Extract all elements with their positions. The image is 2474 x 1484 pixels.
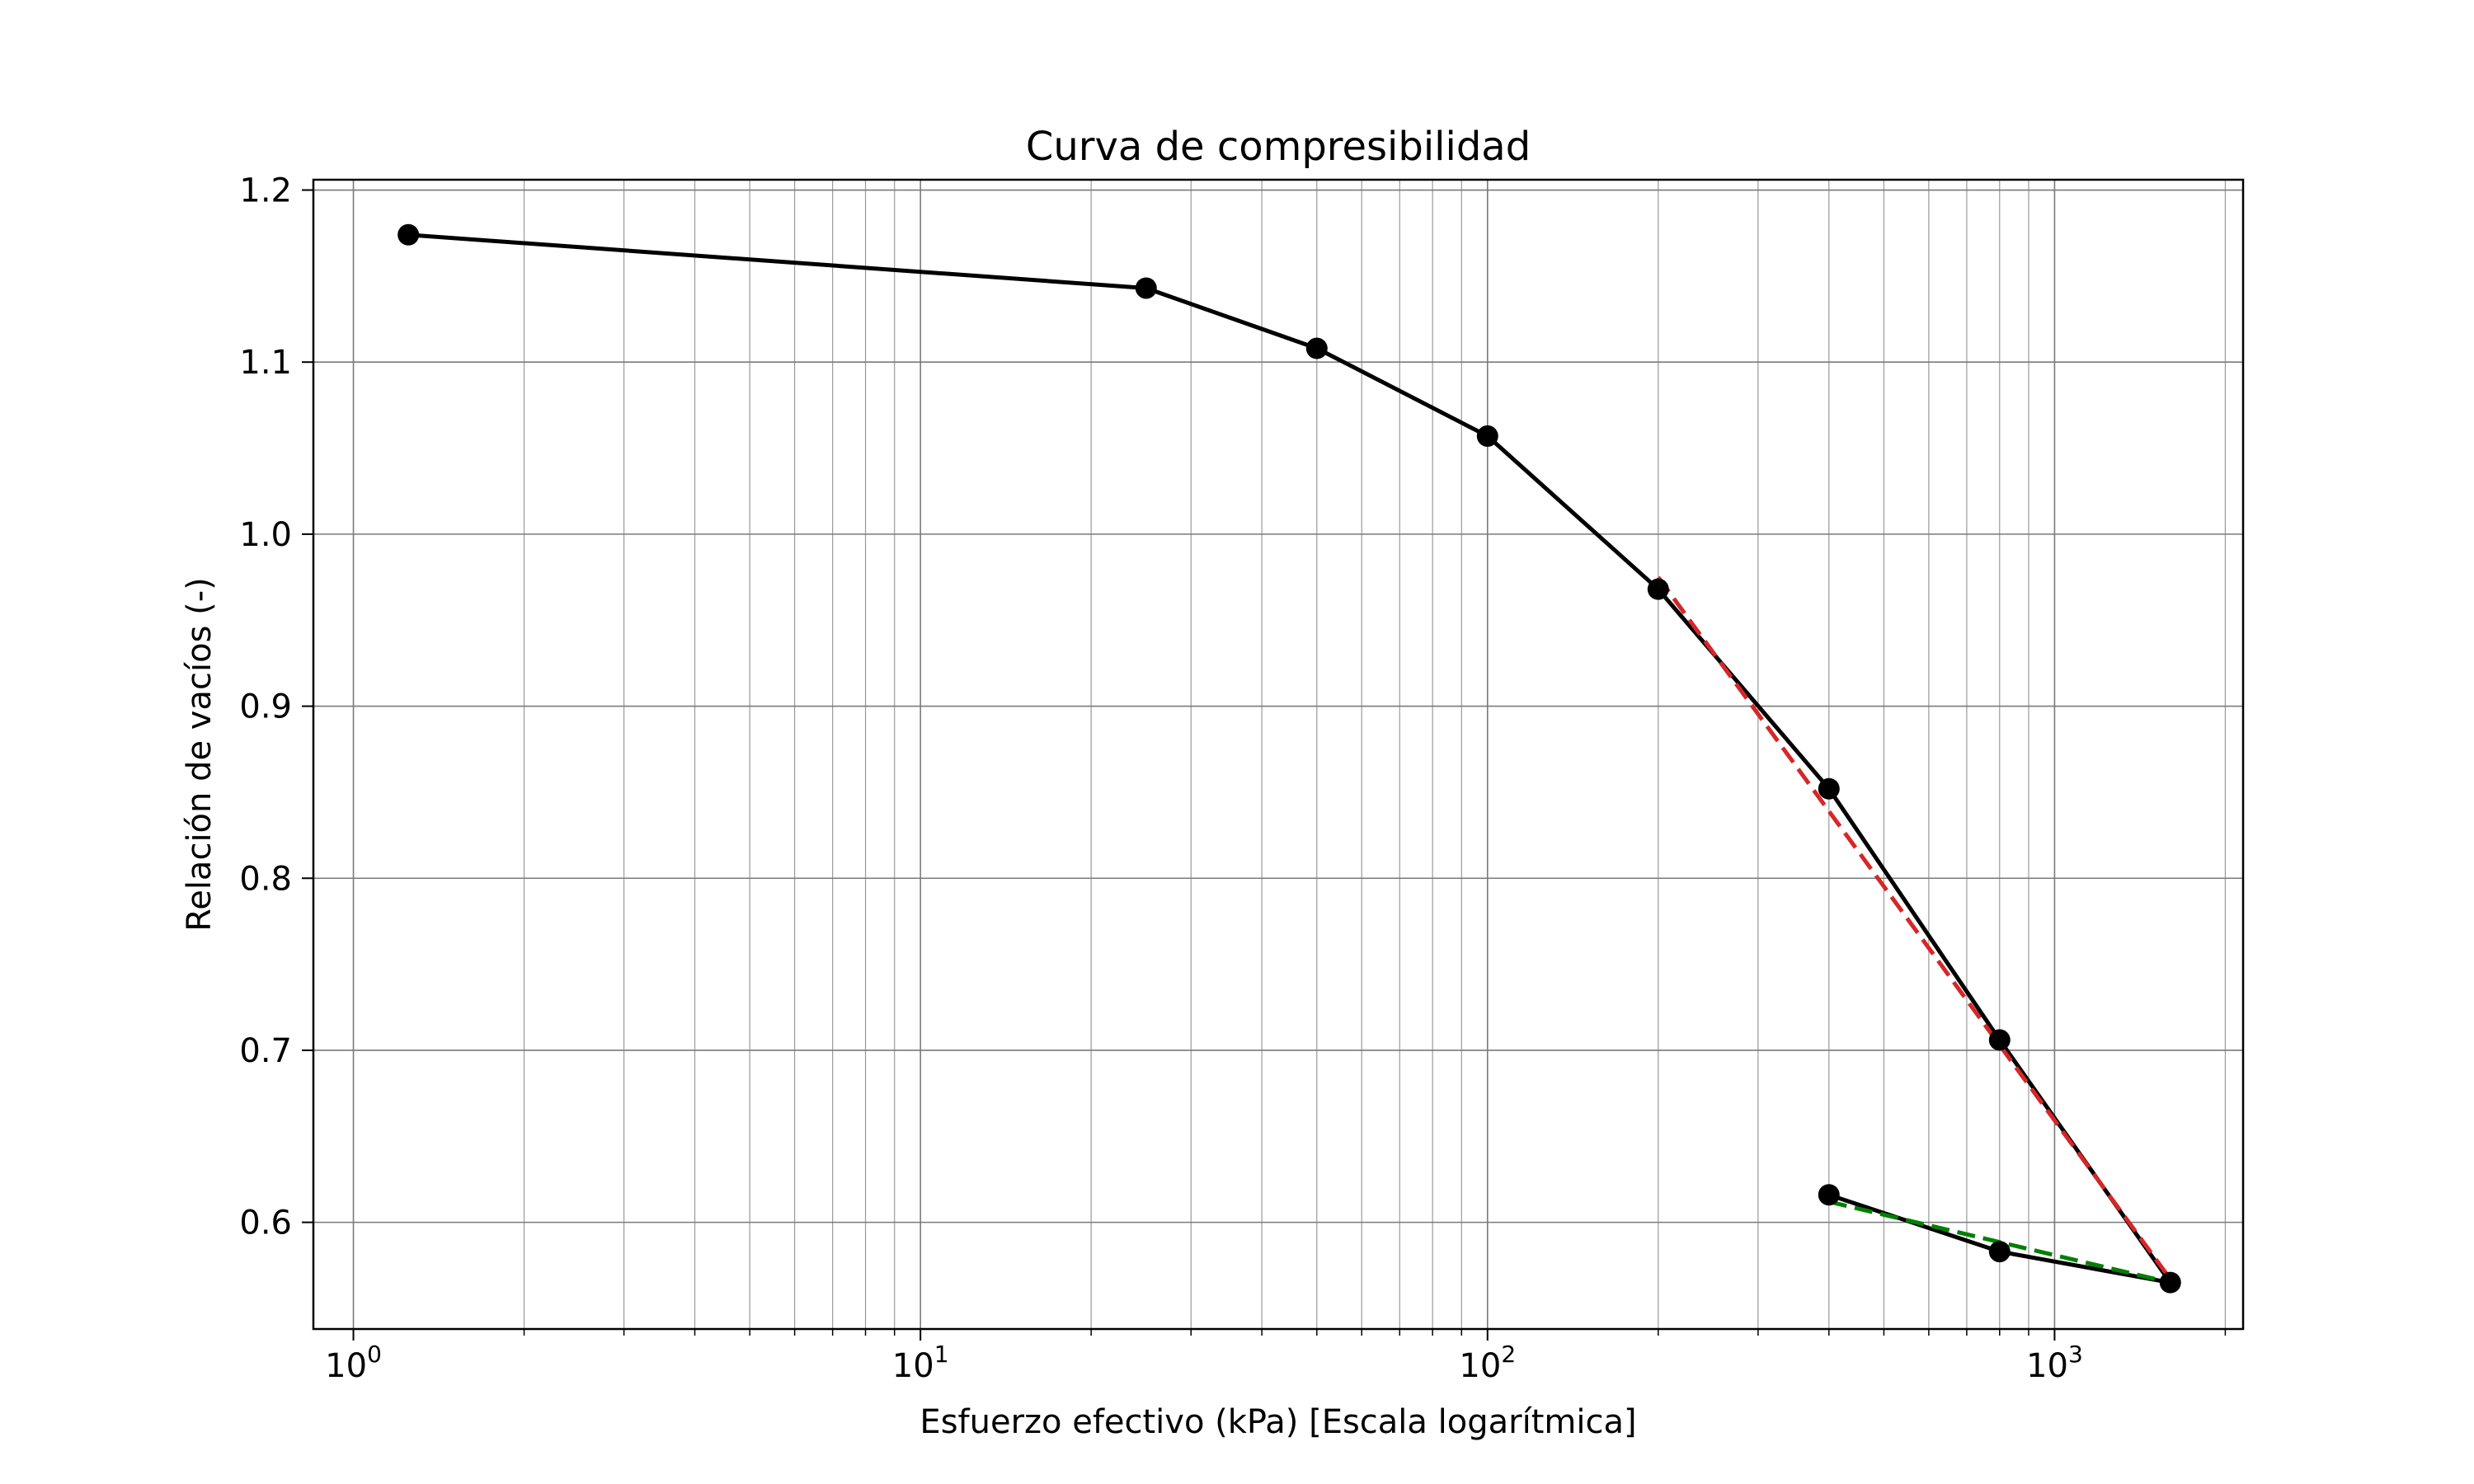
y-tick-label: 1.2 [239, 172, 292, 210]
x-tick-label: 100 [325, 1341, 382, 1385]
y-tick-label: 1.1 [239, 344, 292, 382]
data-point [1476, 425, 1498, 447]
series-layer [397, 223, 2181, 1294]
data-point [1647, 578, 1669, 600]
data-point [1818, 1184, 1840, 1206]
cc-fit-line [1656, 575, 2172, 1280]
y-tick-label: 0.7 [239, 1032, 292, 1070]
x-tick-label-exponent: 1 [934, 1341, 949, 1368]
x-tick-label: 102 [1459, 1341, 1516, 1385]
data-point [397, 223, 420, 246]
data-point [1135, 277, 1157, 299]
plot-frame [312, 178, 2245, 1331]
tick-marks [302, 189, 2227, 1341]
y-tick-label: 0.8 [239, 860, 292, 898]
data-point [1988, 1029, 2011, 1051]
data-point [1818, 777, 1840, 800]
x-axis-label: Esfuerzo efectivo (kPa) [Escala logarítm… [920, 1403, 1636, 1441]
x-tick-label-exponent: 0 [367, 1341, 382, 1368]
chart-title: Curva de compresibilidad [1026, 124, 1531, 170]
x-tick-label: 101 [892, 1341, 949, 1385]
y-tick-label: 0.6 [239, 1205, 292, 1242]
compressibility-curve-line [408, 232, 2173, 1285]
x-tick-label-base: 10 [1459, 1347, 1501, 1385]
x-tick-label-base: 10 [2026, 1347, 2068, 1385]
minor-gridlines [523, 180, 2227, 1329]
x-tick-label-base: 10 [892, 1347, 934, 1385]
y-tick-label: 0.9 [239, 688, 292, 726]
x-tick-label-exponent: 2 [1501, 1341, 1516, 1368]
x-tick-label-exponent: 3 [2068, 1341, 2083, 1368]
data-point [1988, 1241, 2011, 1263]
major-gridlines [313, 180, 2243, 1329]
x-tick-label-base: 10 [325, 1347, 367, 1385]
y-axis-label: Relación de vacíos (-) [181, 577, 219, 932]
x-tick-label: 103 [2026, 1341, 2083, 1385]
data-point [1305, 337, 1328, 359]
data-point [2159, 1271, 2181, 1294]
y-tick-label: 1.0 [239, 516, 292, 554]
